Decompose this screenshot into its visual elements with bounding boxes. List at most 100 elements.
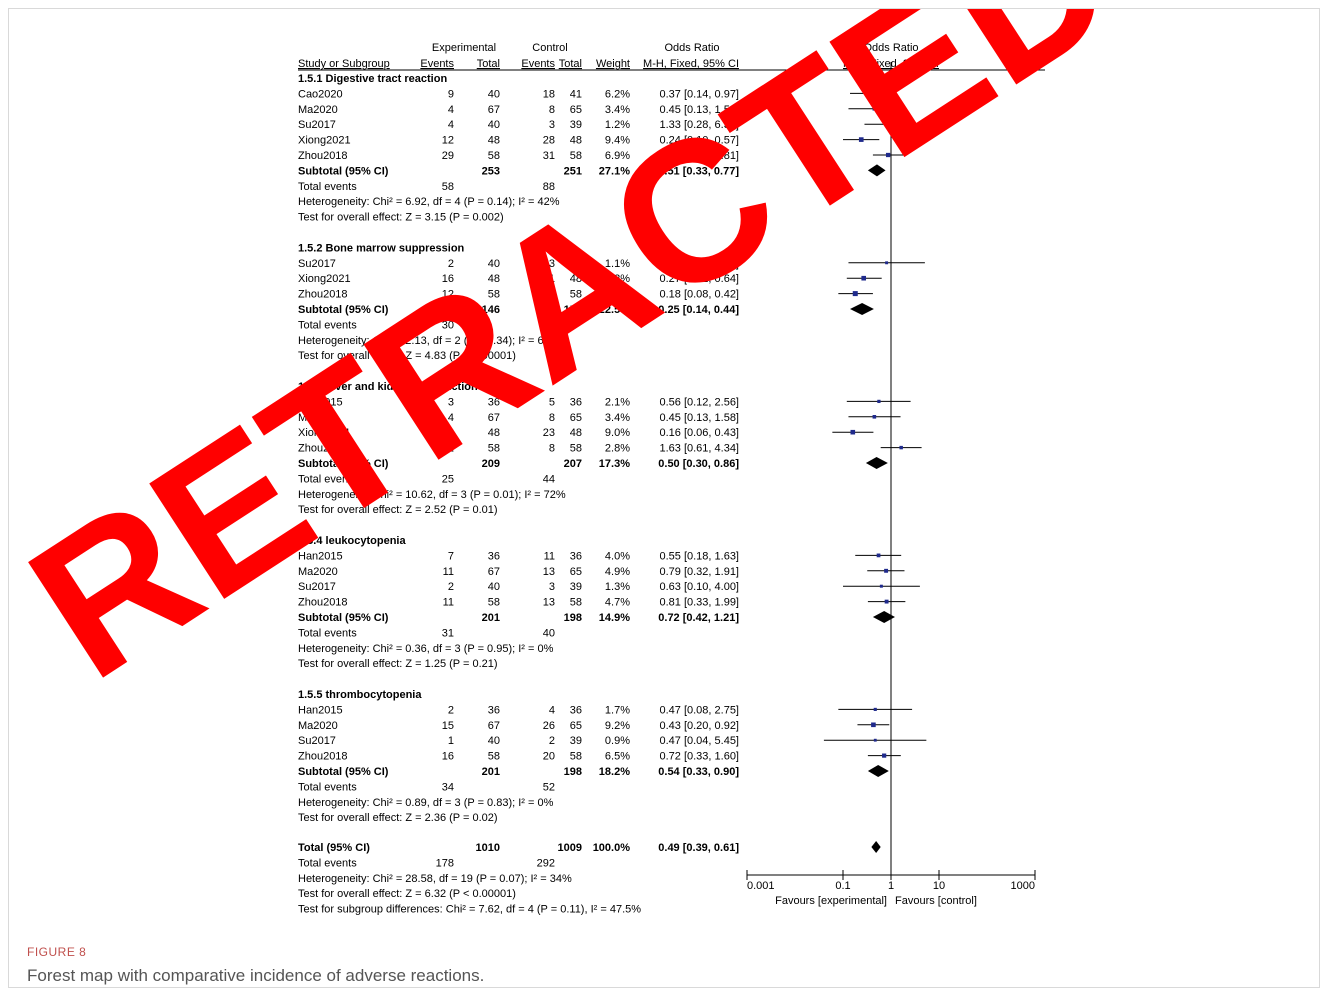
heterogeneity-text: Heterogeneity: Chi² = 10.62, df = 3 (P =… <box>298 489 566 501</box>
favours-control-label: Favours [control] <box>895 895 977 907</box>
ctrl-events: 3 <box>549 581 555 593</box>
overall-effect-text: Test for overall effect: Z = 2.52 (P = 0… <box>298 504 498 516</box>
exp-events: 7 <box>448 550 454 562</box>
x-tick-label: 1 <box>888 880 894 892</box>
subtotal-diamond <box>867 765 889 777</box>
ctrl-events: 3 <box>549 258 555 270</box>
subtotal-ctrl-total: 207 <box>564 458 582 470</box>
total-events-exp: 34 <box>442 781 454 793</box>
header-ctrl-events: Events <box>521 58 555 70</box>
header-plot-title: Odds Ratio <box>863 42 918 54</box>
exp-events: 4 <box>448 412 454 424</box>
overall-label: Total (95% CI) <box>298 842 370 854</box>
subgroup-title: 1.5.1 Digestive tract reaction <box>298 73 447 85</box>
study-name: Xiong2021 <box>298 135 351 147</box>
subtotal-exp-total: 146 <box>482 304 500 316</box>
header-effect-title: Odds Ratio <box>664 42 719 54</box>
study-weight: 9.2% <box>605 273 630 285</box>
study-weight: 9.0% <box>605 427 630 439</box>
ctrl-total: 41 <box>570 88 582 100</box>
heterogeneity-text: Heterogeneity: Chi² = 0.89, df = 3 (P = … <box>298 797 554 809</box>
study-ci: 0.81 [0.33, 1.99] <box>659 597 739 609</box>
exp-total: 58 <box>488 443 500 455</box>
study-point <box>899 445 903 450</box>
study-ci: 0.81 [0.13, 5.08] <box>659 258 739 270</box>
subtotal-weight: 18.2% <box>599 766 630 778</box>
study-point <box>885 152 891 158</box>
exp-events: 2 <box>448 258 454 270</box>
study-point <box>861 275 867 281</box>
overall-effect-text: Test for overall effect: Z = 3.15 (P = 0… <box>298 212 504 224</box>
study-point <box>885 261 889 265</box>
exp-events: 4 <box>448 119 454 131</box>
subtotal-label: Subtotal (95% CI) <box>298 612 389 624</box>
subtotal-ctrl-total: 198 <box>564 766 582 778</box>
subgroup-title: 1.5.3 Liver and kidney dysfunction <box>298 381 478 393</box>
study-ci: 0.43 [0.20, 0.92] <box>659 720 739 732</box>
total-events-ctrl: 44 <box>543 473 555 485</box>
exp-total: 67 <box>488 104 500 116</box>
study-ci: 0.24 [0.10, 0.57] <box>659 135 739 147</box>
exp-events: 1 <box>448 735 454 747</box>
ctrl-events: 8 <box>549 443 555 455</box>
study-weight: 4.9% <box>605 566 630 578</box>
study-point <box>873 707 877 711</box>
study-point <box>884 568 889 573</box>
study-point <box>884 599 889 604</box>
study-weight: 6.5% <box>605 751 630 763</box>
study-name: Su2017 <box>298 119 336 131</box>
ctrl-total: 65 <box>570 720 582 732</box>
overall-heterogeneity: Heterogeneity: Chi² = 28.58, df = 19 (P … <box>298 873 572 885</box>
ctrl-total: 39 <box>570 735 582 747</box>
subtotal-ci: 0.25 [0.14, 0.44] <box>658 304 739 316</box>
heterogeneity-text: Heterogeneity: Chi² = 6.92, df = 4 (P = … <box>298 196 560 208</box>
favours-experimental-label: Favours [experimental] <box>775 895 887 907</box>
study-ci: 0.18 [0.08, 0.42] <box>659 289 739 301</box>
exp-events: 12 <box>442 135 454 147</box>
study-weight: 1.7% <box>605 704 630 716</box>
study-name: Ma2020 <box>298 720 338 732</box>
header-exp-events: Events <box>420 58 454 70</box>
study-name: Xiong2021 <box>298 273 351 285</box>
exp-total: 58 <box>488 751 500 763</box>
exp-total: 48 <box>488 273 500 285</box>
ctrl-total: 36 <box>570 704 582 716</box>
subtotal-label: Subtotal (95% CI) <box>298 165 389 177</box>
study-ci: 0.63 [0.10, 4.00] <box>659 581 739 593</box>
study-ci: 0.55 [0.18, 1.63] <box>659 550 739 562</box>
subtotal-weight: 17.3% <box>599 458 630 470</box>
study-point <box>868 91 873 96</box>
ctrl-total: 48 <box>570 427 582 439</box>
total-events-ctrl: 88 <box>543 181 555 193</box>
study-ci: 0.16 [0.06, 0.43] <box>659 427 739 439</box>
study-ci: 0.45 [0.13, 1.58] <box>659 104 739 116</box>
study-weight: 9.2% <box>605 720 630 732</box>
exp-events: 15 <box>442 720 454 732</box>
ctrl-events: 13 <box>543 597 555 609</box>
study-name: Zhou2018 <box>298 150 348 162</box>
ctrl-events: 31 <box>543 150 555 162</box>
ctrl-total: 58 <box>570 751 582 763</box>
study-weight: 1.2% <box>605 119 630 131</box>
overall-effect-text: Test for overall effect: Z = 1.25 (P = 0… <box>298 658 498 670</box>
study-name: Han2015 <box>298 396 343 408</box>
ctrl-events: 34 <box>543 289 555 301</box>
study-weight: 6.2% <box>605 88 630 100</box>
study-weight: 3.4% <box>605 412 630 424</box>
ctrl-total: 36 <box>570 396 582 408</box>
subtotal-label: Subtotal (95% CI) <box>298 766 389 778</box>
study-name: Zhou2018 <box>298 597 348 609</box>
ctrl-events: 23 <box>543 427 555 439</box>
exp-total: 36 <box>488 550 500 562</box>
study-point <box>872 107 877 111</box>
study-weight: 1.1% <box>605 258 630 270</box>
study-ci: 1.63 [0.61, 4.34] <box>659 443 739 455</box>
ctrl-total: 65 <box>570 412 582 424</box>
ctrl-events: 2 <box>549 735 555 747</box>
study-ci: 0.45 [0.13, 1.58] <box>659 412 739 424</box>
header-control: Control <box>532 42 567 54</box>
overall-diamond <box>871 841 881 853</box>
header-study: Study or Subgroup <box>298 58 390 70</box>
ctrl-events: 26 <box>543 720 555 732</box>
ctrl-total: 48 <box>570 273 582 285</box>
